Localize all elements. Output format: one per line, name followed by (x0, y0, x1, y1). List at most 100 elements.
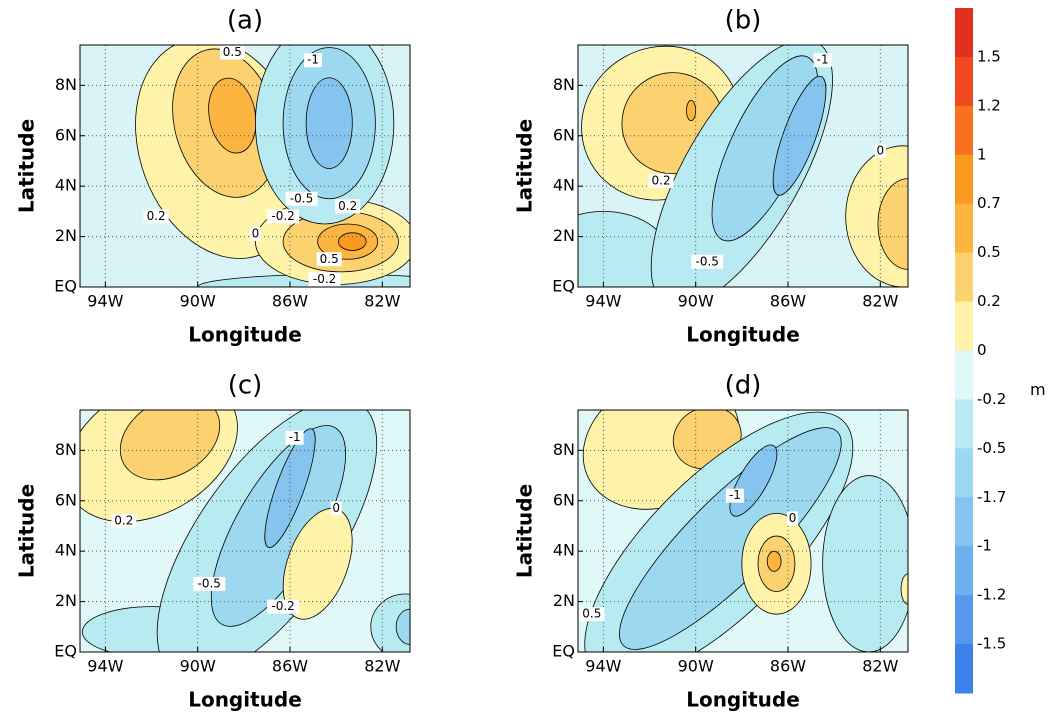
contour-label-bg (249, 227, 261, 242)
contour-region (208, 77, 257, 154)
contour-region (264, 428, 316, 548)
x-tick-label: 82W (862, 292, 898, 311)
colorbar-tick-label: 0.2 (977, 292, 1001, 310)
colorbar-swatch (955, 301, 973, 351)
colorbar-swatch (955, 448, 973, 498)
contour-label: 0 (252, 227, 260, 241)
colorbar-tick-label: 1.2 (977, 96, 1001, 114)
colorbar-tick-label: 1 (977, 145, 987, 163)
contour-region (877, 178, 908, 270)
y-tick-label: 6N (553, 125, 575, 144)
contour-label: -1 (307, 53, 319, 67)
x-axis-label: Longitude (686, 688, 800, 712)
y-tick-label: 6N (55, 490, 77, 509)
y-tick-label: 2N (55, 226, 77, 245)
y-tick-label: 8N (55, 75, 77, 94)
contour-label: -0.5 (696, 254, 719, 268)
x-tick-label: 82W (862, 657, 898, 676)
x-tick-label: 82W (364, 292, 400, 311)
contour-label-bg (219, 45, 245, 60)
x-tick-label: 90W (180, 657, 216, 676)
contour-label: 0.2 (147, 209, 166, 223)
contour-label-bg (691, 254, 724, 269)
panel-title: (d) (725, 371, 762, 401)
contour-label: 0.2 (338, 199, 357, 213)
contour-label-bg (316, 252, 342, 267)
y-tick-label: 6N (553, 490, 575, 509)
contour-label-bg (285, 430, 304, 445)
contour-label-bg (330, 501, 342, 516)
contour-label: 0.2 (652, 174, 671, 188)
colorbar-swatch (955, 644, 973, 694)
panel-title: (a) (227, 6, 263, 36)
y-tick-label: 2N (553, 591, 575, 610)
colorbar-unit: m (1030, 380, 1046, 399)
colorbar-swatch (955, 546, 973, 596)
x-tick-label: 86W (770, 657, 806, 676)
contour-region (686, 100, 697, 122)
plot-frame (79, 44, 411, 288)
contour-label-bg (267, 209, 300, 224)
colorbar-tick-label: -1.5 (977, 635, 1006, 653)
contour-label-bg (725, 488, 744, 503)
y-tick-label: EQ (552, 642, 575, 661)
contour-label-bg (335, 199, 361, 214)
contour-label: -0.5 (290, 191, 313, 205)
x-tick-label: 90W (678, 292, 714, 311)
x-axis-label: Longitude (686, 323, 800, 347)
contour-label-bg (813, 53, 832, 68)
colorbar-swatch (955, 203, 973, 254)
colorbar-tick-label: -0.2 (977, 390, 1006, 408)
x-tick-label: 94W (87, 292, 123, 311)
y-tick-label: 6N (55, 125, 77, 144)
x-tick-label: 90W (180, 292, 216, 311)
y-axis-label: Latitude (15, 484, 39, 578)
y-tick-label: 2N (553, 226, 575, 245)
colorbar-swatch (955, 497, 973, 547)
x-axis-label: Longitude (188, 323, 302, 347)
contour-region (772, 75, 827, 196)
contour-label-bg (787, 511, 799, 526)
contour-label-bg (193, 576, 226, 591)
colorbar-tick-label: 0.5 (977, 243, 1001, 261)
y-tick-label: 4N (55, 541, 77, 560)
plot-frame (577, 44, 909, 288)
x-tick-label: 94W (585, 292, 621, 311)
colorbar-tick-label: 1.5 (977, 47, 1001, 65)
y-tick-label: 2N (55, 591, 77, 610)
colorbar-swatch (955, 350, 973, 400)
x-tick-label: 94W (585, 657, 621, 676)
contour-label: 0.5 (582, 607, 601, 621)
y-tick-label: EQ (54, 642, 77, 661)
plot-frame (577, 409, 909, 653)
contour-label-bg (267, 599, 300, 614)
colorbar-swatch (955, 399, 973, 449)
plot-area: -1 0 0.5 (578, 410, 908, 652)
panel-title: (b) (725, 6, 762, 36)
contour-region (822, 475, 908, 652)
y-tick-label: 8N (55, 440, 77, 459)
x-tick-label: 90W (678, 657, 714, 676)
contour-label-bg (579, 607, 605, 622)
contour-label: -0.5 (198, 576, 221, 590)
colorbar-tick-label: -0.5 (977, 439, 1006, 457)
contour-label: 0.2 (114, 513, 133, 527)
colorbar-swatch (955, 105, 973, 156)
contour-label: -0.2 (271, 599, 294, 613)
contour-label-bg (285, 191, 318, 206)
x-tick-label: 86W (272, 657, 308, 676)
contour-region (119, 410, 221, 481)
colorbar-tick-label: -1.7 (977, 488, 1006, 506)
y-tick-label: 8N (553, 440, 575, 459)
contour-label: -0.2 (271, 209, 294, 223)
y-tick-label: 4N (55, 176, 77, 195)
colorbar-swatch (955, 252, 973, 303)
colorbar-tick-label: -1 (977, 537, 992, 555)
contour-label-bg (304, 53, 323, 68)
panel-title: (c) (228, 371, 263, 401)
contour-label: -1 (817, 53, 829, 67)
contour-label: -1 (289, 430, 301, 444)
contour-label: -0.2 (313, 272, 336, 286)
colorbar-swatch (955, 56, 973, 107)
